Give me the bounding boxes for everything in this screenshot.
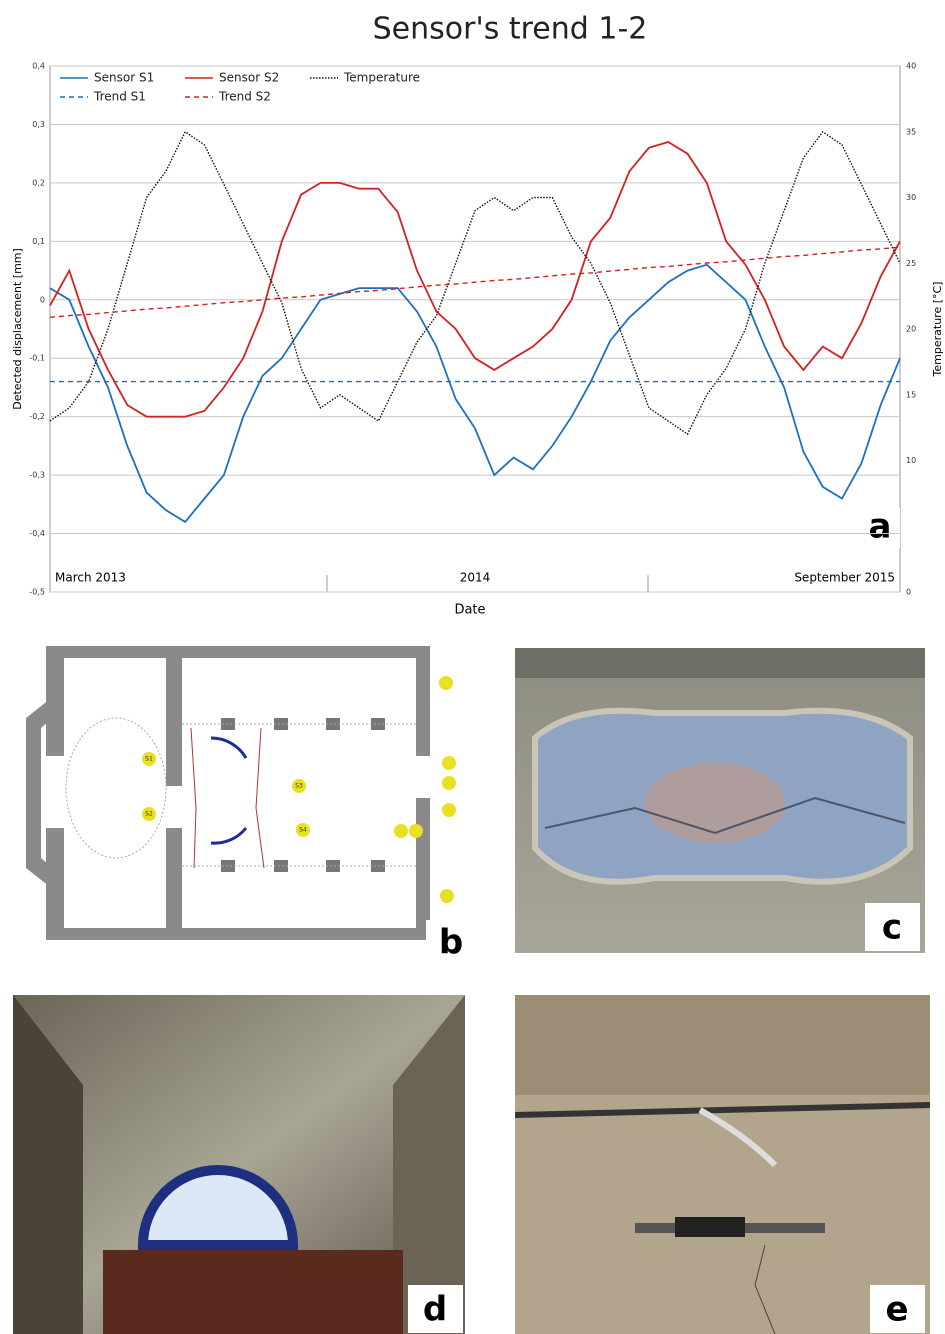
sensor-label: S1 [145,756,153,763]
tick-label: 30 [906,193,916,202]
tick-label: -0,3 [29,471,45,480]
fresco-photo: c [515,648,925,953]
panel-letter: a [869,507,892,547]
window-photo: d [13,995,465,1334]
page: {"chart_data": { "type": "line", "title"… [0,0,945,1334]
tick-label: 40 [906,62,916,71]
y-axis-label: Detected displacement [mm] [11,248,24,410]
tick-label: -0,1 [29,354,45,363]
series-line [50,247,900,317]
x-tick-label: March 2013 [55,571,126,585]
tick-label: 0,3 [32,120,45,129]
tick-label: -0,2 [29,412,45,421]
sensor-label: S3 [295,783,303,790]
tick-label: -0,4 [29,529,45,538]
tick-label: 0 [906,588,911,597]
legend-label: Temperature [343,71,420,85]
sensor-label: S4 [299,827,307,834]
tick-label: 25 [906,259,916,268]
tick-label: 0 [40,295,45,304]
legend-label: Sensor S2 [219,71,279,85]
tick-label: 0,4 [32,62,45,71]
tick-label: 0,1 [32,237,45,246]
tick-label: -0,5 [29,588,45,597]
tick-label: 0,2 [32,178,45,187]
series-line [50,132,900,434]
panel-letter: e [885,1290,908,1330]
y2-axis-label: Temperature [°C] [931,282,944,378]
plot-frame [50,66,900,592]
panel-letter: b [439,923,463,963]
tick-label: 10 [906,456,916,465]
tick-label: 35 [906,127,916,136]
legend-label: Trend S2 [218,90,271,104]
panel-letter: c [882,908,902,948]
sensor-photo: e [515,995,930,1334]
plan-bg [6,628,481,968]
legend-label: Sensor S1 [94,71,154,85]
legend-label: Trend S1 [93,90,146,104]
panel-letter: d [423,1290,447,1330]
sensor-label: S2 [145,811,153,818]
x-axis-label: Date [454,603,485,618]
tick-label: 20 [906,325,916,334]
series-line [50,265,900,522]
x-tick-label: September 2015 [794,571,895,585]
chart-title: Sensor's trend 1-2 [373,12,648,47]
x-tick-label: 2014 [460,571,491,585]
tick-label: 15 [906,390,916,399]
floor-plan: S1 S2 S3 S4 b [6,628,481,968]
chart: Sensor's trend 1-2 Date Detected displac… [0,0,945,625]
